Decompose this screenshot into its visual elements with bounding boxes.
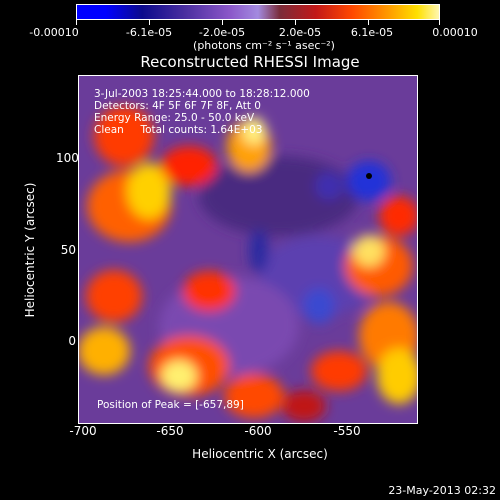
- colorbar-tick-label: 2.0e-05: [278, 26, 322, 39]
- colorbar-tick-label: -6.1e-05: [125, 26, 173, 39]
- y-tick-label: 100: [56, 151, 79, 165]
- y-tick-label: 50: [60, 243, 76, 257]
- energy-range-text: Energy Range: 25.0 - 50.0 keV: [94, 112, 255, 124]
- timestamp: 23-May-2013 02:32: [388, 484, 496, 497]
- colorbar-unit-label: (photons cm⁻² s⁻¹ asec⁻²): [193, 39, 335, 52]
- peak-position-text: Position of Peak = [-657,89]: [97, 399, 244, 411]
- time-range-text: 3-Jul-2003 18:25:44.000 to 18:28:12.000: [94, 88, 310, 100]
- colorbar-tick: [149, 20, 150, 25]
- clean-counts-text: Clean Total counts: 1.64E+03: [94, 124, 263, 136]
- x-tick-label: -600: [244, 424, 272, 438]
- x-tick-label: -700: [69, 424, 97, 438]
- x-tick-label: -650: [156, 424, 184, 438]
- colorbar-tick-label: 6.1e-05: [350, 26, 394, 39]
- colorbar-tick: [439, 20, 440, 25]
- colorbar-tick-label: 0.00010: [432, 26, 478, 39]
- colorbar-tick: [76, 20, 77, 25]
- colorbar-tick: [368, 20, 369, 25]
- x-tick-label: -550: [333, 424, 361, 438]
- rhessi-image-canvas: Position of Peak = [-657,89]: [79, 76, 417, 423]
- rhessi-image: Position of Peak = [-657,89]: [78, 75, 418, 424]
- y-axis-label: Heliocentric Y (arcsec): [23, 182, 37, 318]
- colorbar-tick-label: -2.0e-05: [198, 26, 246, 39]
- y-tick-label: 0: [68, 334, 76, 348]
- colorbar: [76, 4, 440, 20]
- detectors-text: Detectors: 4F 5F 6F 7F 8F, Att 0: [94, 100, 261, 112]
- colorbar-tick-label: -0.00010: [29, 26, 79, 39]
- x-axis-label: Heliocentric X (arcsec): [192, 447, 328, 461]
- peak-marker: [366, 173, 372, 179]
- colorbar-tick: [222, 20, 223, 25]
- image-title: Reconstructed RHESSI Image: [140, 53, 360, 71]
- colorbar-tick: [295, 20, 296, 25]
